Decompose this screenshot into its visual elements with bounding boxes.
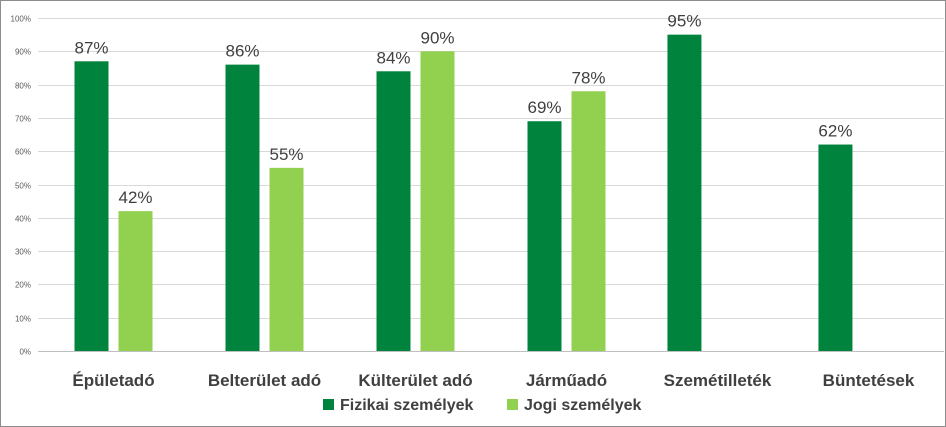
data-label: 87%: [74, 38, 108, 57]
data-labels: 87% 42% 86% 55% 84% 90% 69% 78% 95% 62%: [74, 12, 852, 207]
legend-label: Fizikai személyek: [340, 397, 474, 414]
bar-jogi: [118, 211, 153, 351]
bar-fizikai: [667, 34, 702, 352]
bar-fizikai: [74, 61, 109, 351]
bars: [74, 34, 853, 352]
y-tick-label: 0%: [19, 348, 31, 357]
y-tick-label: 70%: [15, 115, 31, 124]
legend: Fizikai személyek Jogi személyek: [323, 397, 642, 414]
x-axis-categories: Épületadó Belterület adó Külterület adó Jár…: [72, 371, 914, 390]
y-tick-label: 90%: [15, 48, 31, 57]
x-category-label: Szemétilleték: [664, 371, 772, 390]
legend-label: Jogi személyek: [524, 397, 642, 414]
bar-fizikai: [818, 144, 853, 351]
x-category-label: Külterület adó: [358, 371, 472, 390]
bar-fizikai: [527, 121, 562, 351]
bar-fizikai: [376, 71, 411, 351]
y-tick-label: 20%: [15, 281, 31, 290]
x-category-label: Belterület adó: [208, 371, 321, 390]
data-label: 90%: [420, 28, 454, 47]
bar-jogi: [269, 167, 304, 351]
x-category-label: Épületadó: [72, 371, 154, 390]
x-category-label: Büntetések: [823, 371, 915, 390]
legend-swatch: [323, 399, 334, 410]
y-tick-label: 30%: [15, 248, 31, 257]
x-category-label: Járműadó: [526, 371, 607, 390]
y-tick-label: 100%: [11, 15, 31, 24]
data-label: 86%: [225, 42, 259, 61]
y-tick-label: 80%: [15, 82, 31, 91]
data-label: 95%: [667, 12, 701, 31]
bar-jogi: [571, 91, 606, 351]
bar-jogi: [420, 51, 455, 352]
y-tick-label: 60%: [15, 148, 31, 157]
data-label: 78%: [571, 68, 605, 87]
data-label: 55%: [269, 145, 303, 164]
data-label: 69%: [527, 98, 561, 117]
y-tick-label: 50%: [15, 182, 31, 191]
bar-fizikai: [225, 64, 260, 351]
y-axis-ticks: 0% 10% 20% 30% 40% 50% 60% 70% 80% 90% 100%: [11, 15, 31, 357]
y-tick-label: 40%: [15, 215, 31, 224]
legend-swatch: [507, 399, 518, 410]
data-label: 84%: [376, 48, 410, 67]
data-label: 62%: [818, 122, 852, 141]
gridlines: [38, 18, 944, 352]
y-tick-label: 10%: [15, 315, 31, 324]
data-label: 42%: [118, 188, 152, 207]
